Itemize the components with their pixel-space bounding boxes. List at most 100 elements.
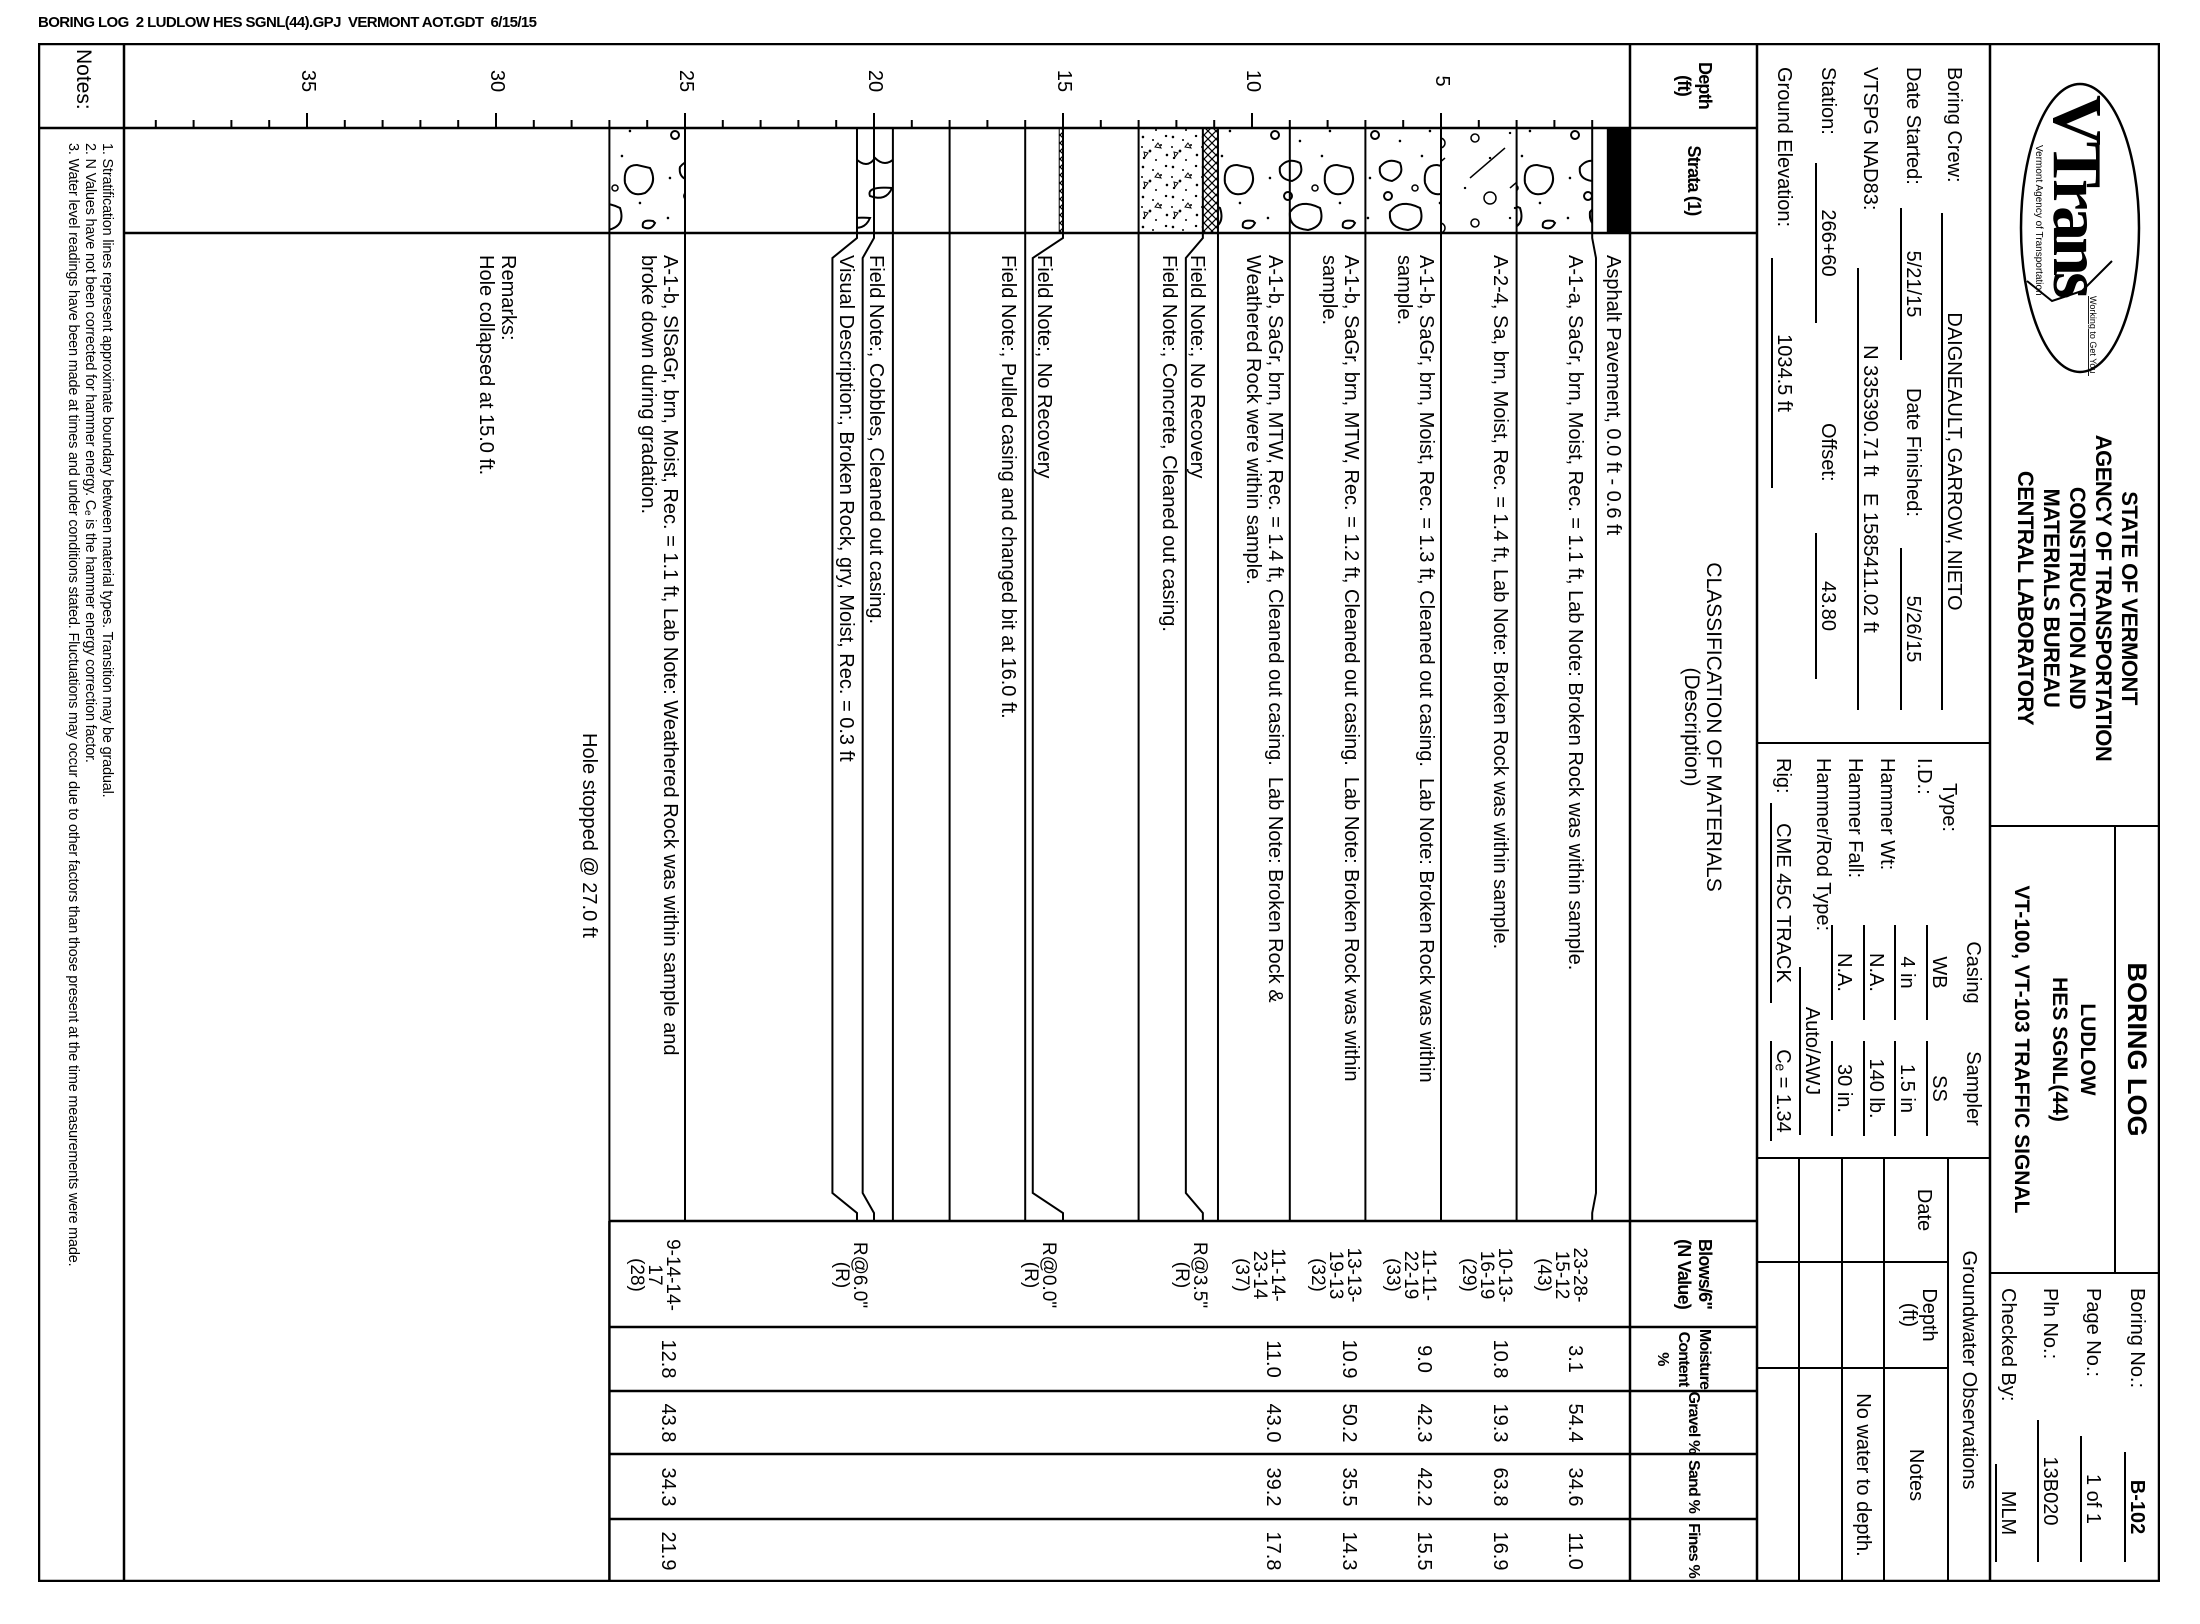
- casing-header: Casing: [1962, 941, 1984, 1004]
- page-frame: [38, 43, 2160, 1582]
- depth-header-label: Depth: [1695, 62, 1715, 109]
- hammer-wt-label: Hammer Wt:: [1876, 758, 1898, 871]
- end-of-boring-note: Hole stopped @ 27.0 ft: [577, 733, 600, 938]
- strata-boundary: [831, 128, 858, 1221]
- id-casing: 4 in: [1894, 925, 1918, 1020]
- description-text: Field Note:, No Recovery: [1033, 255, 1056, 479]
- strata-boundary: [1184, 128, 1204, 1221]
- sampler-header: Sampler: [1962, 1051, 1984, 1126]
- groundwater-title: Groundwater Observations: [1958, 1250, 1980, 1490]
- checked-by-value: MLM: [1995, 1464, 2019, 1562]
- moisture-value: 3.1: [1564, 1345, 1587, 1373]
- fines-value: 14.3: [1337, 1531, 1360, 1571]
- fines-value: 21.9: [657, 1531, 680, 1571]
- notes-label: Notes:: [72, 49, 95, 110]
- ground-elevation-value: 1034.5 ft: [1771, 258, 1795, 488]
- hammer-energy-factor: Cₑ = 1.34: [1770, 1041, 1794, 1141]
- depth-tick-label: 15: [1053, 69, 1075, 93]
- date-finished-label: Date Finished:: [1902, 388, 1924, 517]
- hammer-rod-value: Auto/AWJ: [1799, 967, 1823, 1135]
- id-label: I.D.:: [1913, 758, 1935, 795]
- type-casing: WB: [1926, 925, 1950, 1020]
- report-title: BORING LOG: [2122, 962, 2152, 1137]
- moisture-header-label: Moisture: [1696, 1328, 1713, 1390]
- strata-gravel: [608, 127, 686, 234]
- gravel-value: 19.3: [1488, 1403, 1511, 1443]
- blow-count: 11-11- 22-19 (33): [1382, 1248, 1440, 1302]
- hammer-fall-sampler: 30 in.: [1831, 1041, 1855, 1136]
- strata-boundary: [1031, 128, 1064, 1221]
- logo-wordmark: VTrans: [2038, 95, 2115, 298]
- hammer-wt-casing: N.A.: [1863, 925, 1887, 1020]
- date-started-value: 5/21/15: [1900, 208, 1924, 360]
- page-no-label: Page No.:: [2082, 1288, 2104, 1377]
- depth-header: Depth (ft): [1673, 43, 1715, 128]
- file-header: BORING LOG 2 LUDLOW HES SGNL(44).GPJ VER…: [38, 14, 537, 31]
- agency-line: CONSTRUCTION AND: [2065, 486, 2090, 710]
- agency-line: CENTRAL LABORATORY: [2013, 470, 2038, 726]
- moisture-value: 12.8: [657, 1339, 680, 1379]
- gravel-value: 43.8: [657, 1403, 680, 1443]
- agency-line: STATE OF VERMONT: [2117, 491, 2142, 705]
- moisture-value: 10.8: [1488, 1339, 1511, 1379]
- project-line: VT-100, VT-103 TRAFFIC SIGNAL: [2010, 885, 2033, 1214]
- strata-gravel: [1516, 127, 1593, 234]
- gravel-value: 50.2: [1337, 1403, 1360, 1443]
- description-text: A-1-a, SaGr, brn, Moist, Rec. = 1.1 ft, …: [1564, 255, 1587, 971]
- project-line: HES SGNL(44): [2048, 977, 2071, 1122]
- strata-gravel: [1364, 127, 1442, 234]
- offset-value: 43.80: [1815, 533, 1839, 679]
- moisture-value: 11.0: [1261, 1340, 1284, 1378]
- ground-elevation-label: Ground Elevation:: [1773, 67, 1795, 228]
- pin-no-value: 13B020: [2037, 1420, 2061, 1562]
- strata-gravel: [1289, 127, 1366, 234]
- boring-no-value: B-102: [2124, 1452, 2148, 1562]
- type-sampler: SS: [1926, 1041, 1950, 1136]
- logo-subline: Vermont Agency of Transportation: [2033, 145, 2044, 296]
- note-line: 2. N Values have not been corrected for …: [82, 143, 98, 763]
- note-line: 1. Stratification lines represent approx…: [99, 143, 115, 798]
- page-no-value: 1 of 1: [2080, 1436, 2104, 1562]
- rig-label: Rig:: [1772, 758, 1794, 794]
- depth-tick-label: 10: [1242, 69, 1264, 93]
- moisture-header: Moisture Content %: [1652, 1327, 1715, 1391]
- boring-no-label: Boring No.:: [2126, 1288, 2148, 1389]
- rig-value: CME 45C TRACK: [1770, 803, 1794, 1003]
- hammer-rod-label: Hammer/Rod Type:: [1812, 758, 1834, 932]
- remarks-label: Remarks:: [496, 255, 519, 341]
- blow-count: 11-14- 23-14 (37): [1230, 1248, 1288, 1302]
- blow-count: 13-13- 19-13 (32): [1306, 1247, 1364, 1303]
- moisture-header-sub: Content %: [1654, 1331, 1692, 1387]
- fines-header: Fines %: [1685, 1523, 1702, 1578]
- description-text: Asphalt Pavement, 0.0 ft - 0.6 ft: [1602, 255, 1625, 536]
- blow-count: 9-14-14- 17 (28): [626, 1239, 684, 1311]
- strata-no-recovery: [1202, 127, 1219, 234]
- description-text: A-1-b, SlSaGr, brn, Moist, Rec. = 1.1 ft…: [637, 255, 682, 1056]
- station-label: Station:: [1817, 67, 1839, 135]
- fines-value: 17.8: [1261, 1531, 1284, 1571]
- sand-value: 39.2: [1261, 1467, 1284, 1507]
- coordinates-label: VTSPG NAD83:: [1859, 67, 1881, 211]
- depth-tick-label: 5: [1431, 75, 1453, 87]
- vtrans-logo: VTrans Working to Get You There Vermont …: [2019, 82, 2141, 376]
- blows-header: Blows/6" (N Value): [1673, 1221, 1715, 1327]
- depth-tick-label: 35: [297, 69, 319, 93]
- blow-count: R@3.5" (R): [1171, 1241, 1211, 1309]
- groundwater-col-depth: Depth: [1918, 1288, 1940, 1342]
- strata-gravel: [1217, 127, 1291, 234]
- blow-count: R@0.0" (R): [1020, 1241, 1060, 1309]
- fines-value: 16.9: [1488, 1531, 1511, 1571]
- blow-count: R@6.0" (R): [831, 1241, 871, 1309]
- sand-value: 63.8: [1488, 1467, 1511, 1507]
- gravel-value: 43.0: [1261, 1403, 1284, 1443]
- coordinates-value: N 335390.71 ft E 1585411.02 ft: [1857, 268, 1881, 710]
- description-text: Field Note:, Concrete, Cleaned out casin…: [1158, 255, 1181, 632]
- classification-header-label: CLASSIFICATION OF MATERIALS: [1702, 562, 1725, 892]
- description-text: A-1-b, SaGr, brn, MTW, Rec. = 1.4 ft, Cl…: [1241, 255, 1286, 1003]
- strata-concrete: [1138, 127, 1204, 234]
- gravel-header: Gravel %: [1685, 1391, 1702, 1454]
- description-text: Visual Description:, Broken Rock, gry, M…: [834, 255, 857, 762]
- sand-value: 42.2: [1413, 1467, 1436, 1507]
- type-label: Type:: [1938, 783, 1960, 832]
- sand-value: 34.3: [657, 1467, 680, 1507]
